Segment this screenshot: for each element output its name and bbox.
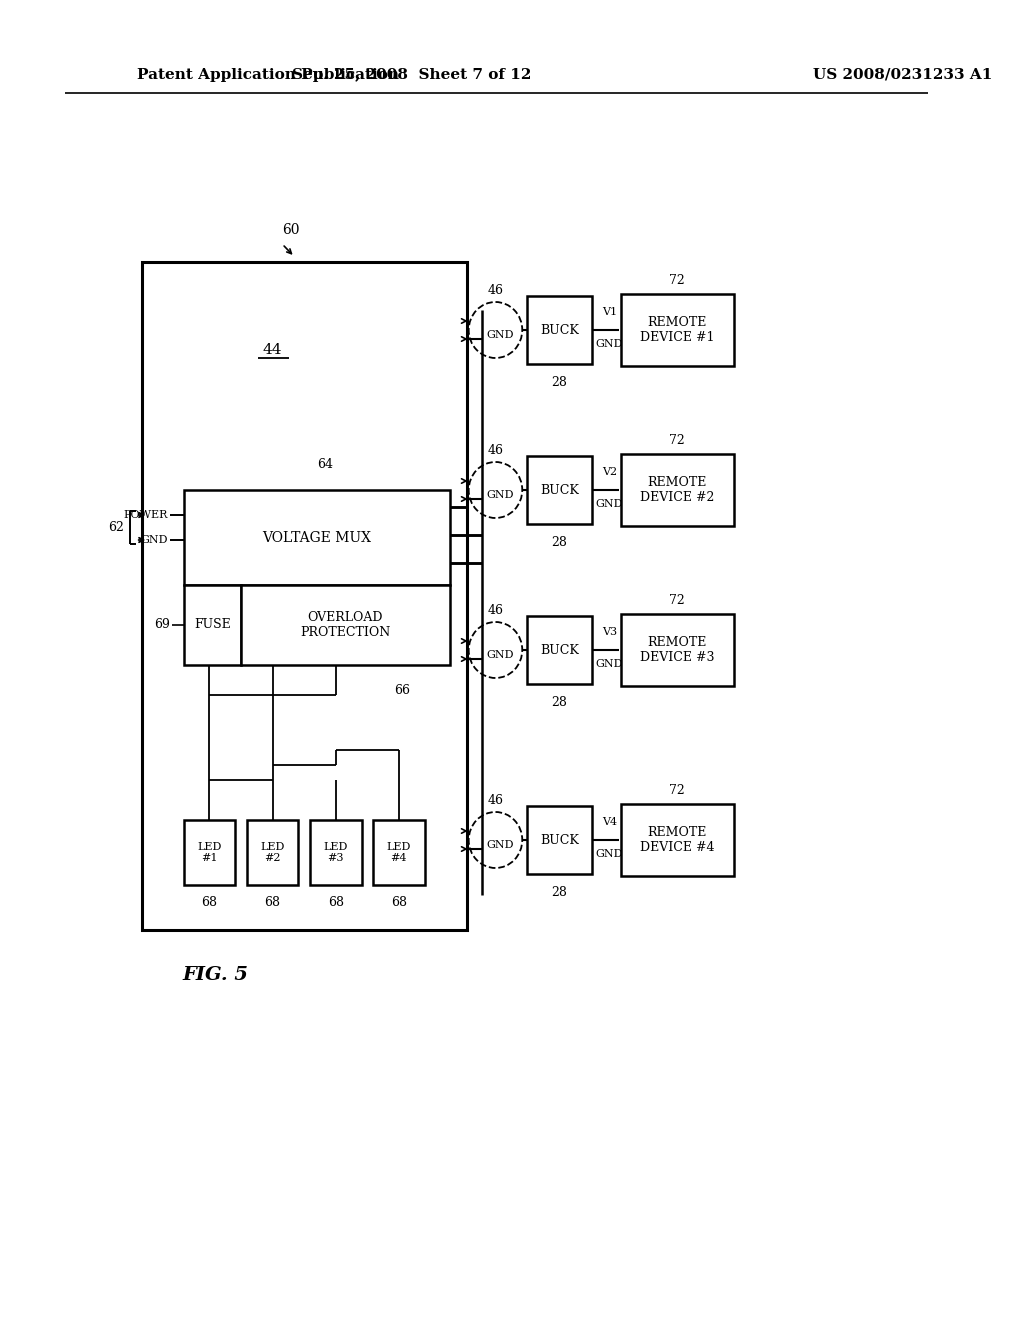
Text: 28: 28	[552, 536, 567, 549]
Circle shape	[469, 462, 522, 517]
Text: REMOTE
DEVICE #1: REMOTE DEVICE #1	[640, 315, 715, 345]
Text: LED
#3: LED #3	[324, 842, 348, 863]
Circle shape	[469, 622, 522, 678]
Text: 28: 28	[552, 886, 567, 899]
Text: 72: 72	[670, 784, 685, 796]
Text: 60: 60	[283, 223, 300, 238]
Text: GND: GND	[596, 849, 623, 859]
Text: Patent Application Publication: Patent Application Publication	[137, 69, 398, 82]
Text: FIG. 5: FIG. 5	[182, 966, 248, 983]
Text: GND: GND	[486, 490, 514, 500]
Bar	[527, 296, 592, 364]
Bar	[527, 616, 592, 684]
Text: VOLTAGE MUX: VOLTAGE MUX	[262, 531, 371, 544]
Text: 46: 46	[487, 444, 504, 457]
Text: 28: 28	[552, 375, 567, 388]
Text: 68: 68	[264, 896, 281, 909]
Text: 72: 72	[670, 594, 685, 606]
Text: 64: 64	[317, 458, 333, 471]
Bar	[241, 585, 450, 665]
Bar	[527, 807, 592, 874]
Bar	[373, 820, 425, 884]
Text: BUCK: BUCK	[540, 323, 579, 337]
Text: 72: 72	[670, 433, 685, 446]
Text: V4: V4	[602, 817, 616, 828]
Text: V1: V1	[602, 308, 616, 317]
Text: 46: 46	[487, 603, 504, 616]
Text: GND: GND	[596, 659, 623, 669]
Bar	[183, 585, 241, 665]
Text: 28: 28	[552, 696, 567, 709]
Text: FUSE: FUSE	[194, 619, 230, 631]
Bar	[141, 261, 467, 931]
Text: REMOTE
DEVICE #4: REMOTE DEVICE #4	[640, 826, 715, 854]
Bar	[621, 804, 733, 876]
Circle shape	[469, 302, 522, 358]
Text: GND: GND	[140, 535, 167, 545]
Text: BUCK: BUCK	[540, 833, 579, 846]
Text: 68: 68	[391, 896, 407, 909]
Text: 68: 68	[202, 896, 217, 909]
Text: 68: 68	[328, 896, 344, 909]
Text: 72: 72	[670, 273, 685, 286]
Text: OVERLOAD
PROTECTION: OVERLOAD PROTECTION	[300, 611, 390, 639]
Text: GND: GND	[486, 330, 514, 341]
Text: US 2008/0231233 A1: US 2008/0231233 A1	[813, 69, 992, 82]
Bar	[621, 454, 733, 525]
Circle shape	[469, 812, 522, 869]
Text: V3: V3	[602, 627, 616, 638]
Text: 69: 69	[155, 619, 170, 631]
Text: 44: 44	[263, 343, 283, 356]
Text: LED
#1: LED #1	[198, 842, 221, 863]
Text: REMOTE
DEVICE #2: REMOTE DEVICE #2	[640, 477, 715, 504]
Text: 62: 62	[109, 521, 124, 535]
Text: 46: 46	[487, 793, 504, 807]
Text: 46: 46	[487, 284, 504, 297]
Text: V2: V2	[602, 467, 616, 477]
Bar	[621, 294, 733, 366]
Text: LED
#2: LED #2	[260, 842, 285, 863]
Bar	[183, 490, 450, 585]
Bar	[247, 820, 298, 884]
Text: BUCK: BUCK	[540, 483, 579, 496]
Bar	[621, 614, 733, 686]
Bar	[310, 820, 361, 884]
Bar	[183, 820, 236, 884]
Bar	[527, 455, 592, 524]
Text: Sep. 25, 2008  Sheet 7 of 12: Sep. 25, 2008 Sheet 7 of 12	[292, 69, 531, 82]
Text: LED
#4: LED #4	[387, 842, 411, 863]
Text: GND: GND	[486, 840, 514, 850]
Text: BUCK: BUCK	[540, 644, 579, 656]
Text: REMOTE
DEVICE #3: REMOTE DEVICE #3	[640, 636, 715, 664]
Text: GND: GND	[486, 649, 514, 660]
Text: POWER: POWER	[123, 510, 167, 520]
Text: GND: GND	[596, 339, 623, 348]
Text: GND: GND	[596, 499, 623, 510]
Text: 66: 66	[394, 684, 410, 697]
